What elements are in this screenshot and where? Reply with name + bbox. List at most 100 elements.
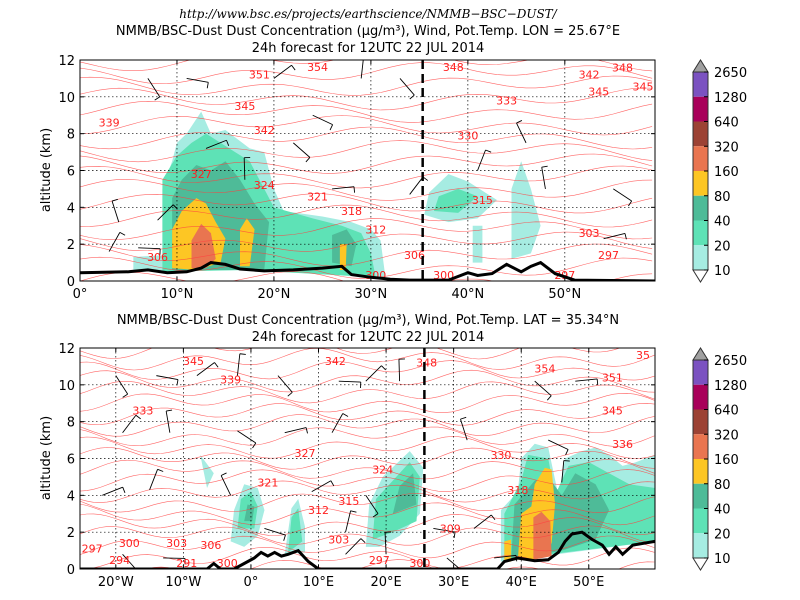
colorbar-over-triangle bbox=[692, 347, 709, 361]
colorbar-label: 640 bbox=[714, 116, 739, 131]
contour-label: 300 bbox=[217, 557, 238, 570]
y-tick-label: 2 bbox=[67, 526, 75, 541]
colorbar-label: 10 bbox=[714, 552, 731, 567]
colorbar-label: 1280 bbox=[714, 91, 747, 106]
contour-label: 342 bbox=[325, 355, 346, 368]
x-tick-label: 10°E bbox=[303, 575, 334, 590]
dust-region-10 bbox=[511, 161, 541, 259]
wind-barb bbox=[312, 114, 334, 131]
wind-barb bbox=[365, 495, 379, 518]
contour-label: 291 bbox=[176, 557, 197, 570]
colorbar-label: 80 bbox=[714, 190, 731, 205]
theta-contour-342 bbox=[80, 87, 653, 111]
wind-barb bbox=[398, 358, 405, 382]
theta-contour-315 bbox=[80, 469, 655, 492]
colorbar-segment bbox=[693, 245, 708, 270]
contour-label: 327 bbox=[295, 447, 316, 460]
contour-label: 324 bbox=[372, 464, 393, 477]
y-tick-label: 0 bbox=[67, 275, 75, 290]
contour-label: 339 bbox=[99, 117, 120, 130]
contour-label: 348 bbox=[443, 61, 464, 74]
y-tick-label: 6 bbox=[67, 165, 75, 180]
wind-barb bbox=[460, 416, 468, 441]
contour-label: 300 bbox=[433, 269, 454, 282]
contour-label: 318 bbox=[341, 205, 362, 218]
colorbar-label: 320 bbox=[714, 140, 739, 155]
contour-label: 354 bbox=[307, 61, 328, 74]
theta-contour-330 bbox=[80, 140, 653, 163]
contour-label: 354 bbox=[534, 362, 555, 375]
x-tick-label: 0° bbox=[73, 287, 88, 302]
top-colorbar: 2650 1280 640 320 160 80 40 20 10 bbox=[692, 59, 747, 283]
colorbar-label: 640 bbox=[714, 404, 739, 419]
colorbar-segment bbox=[693, 409, 708, 435]
wind-barb bbox=[365, 365, 386, 382]
source-url: http://www.bsc.es/projects/earthscience/… bbox=[179, 7, 558, 21]
bottom-y-axis-label: altitude (km) bbox=[39, 416, 54, 500]
colorbar-segment bbox=[693, 459, 708, 484]
wind-barb bbox=[149, 468, 164, 490]
colorbar-segment bbox=[693, 483, 708, 509]
theta-contour-345 bbox=[80, 75, 653, 96]
contour-label: 306 bbox=[200, 539, 221, 552]
contour-label: 327 bbox=[191, 168, 212, 181]
wind-barb bbox=[111, 198, 120, 223]
x-tick-label: 50°N bbox=[548, 287, 581, 302]
contour-label: 321 bbox=[257, 476, 278, 489]
wind-barb bbox=[196, 362, 219, 376]
wind-barb bbox=[534, 380, 552, 401]
contour-label: 300 bbox=[119, 537, 140, 550]
wind-barb bbox=[293, 142, 311, 163]
colorbar-segment bbox=[693, 220, 708, 246]
colorbar-segment bbox=[693, 360, 708, 385]
dust-region-10 bbox=[200, 454, 214, 488]
wind-barb bbox=[477, 149, 492, 171]
contour-label: 336 bbox=[612, 438, 633, 451]
theta-contour-327 bbox=[80, 153, 653, 174]
theta-contour-348 bbox=[80, 62, 653, 85]
x-tick-label: 20°N bbox=[258, 287, 291, 302]
contour-label: 348 bbox=[416, 357, 437, 370]
theta-contour-351 bbox=[80, 348, 621, 360]
wind-barb bbox=[345, 510, 357, 533]
x-tick-label: 10°W bbox=[165, 575, 201, 590]
contour-label: 312 bbox=[365, 223, 386, 236]
bottom-panel-subtitle: 24h forecast for 12UTC 22 JUL 2014 bbox=[252, 330, 485, 345]
colorbar-label: 10 bbox=[714, 264, 731, 279]
contour-label: 297 bbox=[369, 554, 390, 567]
colorbar-segment bbox=[693, 171, 708, 196]
theta-contour-336 bbox=[80, 115, 653, 136]
contour-label: 333 bbox=[132, 405, 153, 418]
theta-contour-336 bbox=[80, 392, 655, 413]
y-tick-label: 4 bbox=[67, 489, 75, 504]
colorbar-segment bbox=[693, 72, 708, 97]
top-y-axis-label: altitude (km) bbox=[39, 128, 54, 212]
theta-contour-321 bbox=[80, 447, 655, 470]
wind-barb bbox=[205, 139, 230, 149]
x-tick-label: 50°E bbox=[573, 575, 604, 590]
contour-label: 303 bbox=[166, 537, 187, 550]
colorbar-label: 2650 bbox=[714, 354, 747, 369]
y-tick-label: 2 bbox=[67, 238, 75, 253]
contour-label: 306 bbox=[147, 251, 168, 264]
wind-barb bbox=[345, 538, 366, 555]
contour-label: 315 bbox=[338, 495, 359, 508]
theta-contour-339 bbox=[80, 100, 653, 123]
theta-contour-315 bbox=[80, 204, 653, 228]
dust-region-20 bbox=[288, 508, 303, 553]
theta-contour-339 bbox=[80, 380, 655, 404]
wind-barb bbox=[311, 480, 335, 493]
theta-contour-318 bbox=[80, 193, 653, 214]
contour-label: 303 bbox=[328, 534, 349, 547]
x-tick-label: 40°E bbox=[506, 575, 537, 590]
x-tick-label: 10°N bbox=[161, 287, 194, 302]
wind-barb bbox=[575, 378, 599, 385]
wind-barb bbox=[165, 409, 173, 433]
theta-contour-318 bbox=[80, 459, 655, 480]
terrain-profile bbox=[80, 530, 655, 569]
y-tick-label: 6 bbox=[67, 453, 75, 468]
theta-contour-309 bbox=[80, 231, 653, 252]
plot-area: 345 342 348 354 351 35 339 333 345 336 330 327 324 32… bbox=[80, 348, 655, 570]
contour-label: 330 bbox=[457, 130, 478, 143]
